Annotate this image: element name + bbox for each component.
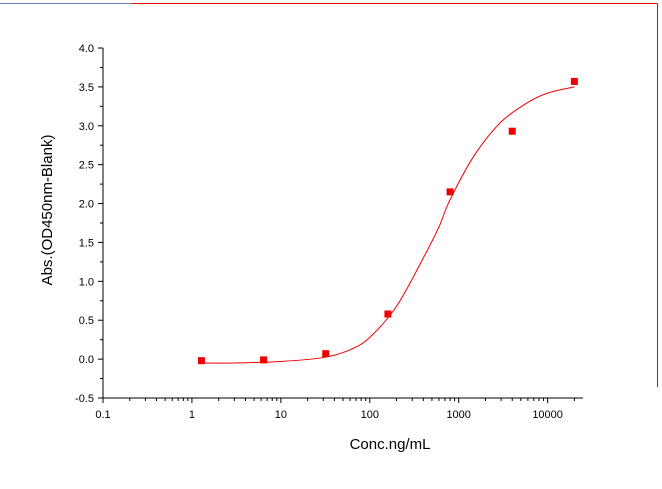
x-tick-label: 0.1 bbox=[95, 409, 110, 421]
y-tick-label: 0.0 bbox=[79, 354, 94, 366]
y-tick-label: 4.0 bbox=[79, 43, 94, 55]
y-tick-label: 0.5 bbox=[79, 315, 94, 327]
y-tick-label: -0.5 bbox=[75, 393, 94, 405]
data-point-marker bbox=[570, 77, 578, 85]
data-point-marker bbox=[446, 188, 454, 196]
x-tick-label: 100 bbox=[361, 409, 379, 421]
y-tick-label: 2.0 bbox=[79, 199, 94, 211]
fit-curve-line bbox=[201, 86, 575, 364]
x-tick-label: 1 bbox=[189, 409, 195, 421]
data-point-marker bbox=[384, 310, 392, 318]
x-tick-label: 1000 bbox=[446, 409, 470, 421]
axis-ticks bbox=[98, 47, 575, 403]
data-point-marker bbox=[322, 350, 330, 358]
y-tick-label: 3.5 bbox=[79, 82, 94, 94]
x-tick-label: 10 bbox=[275, 409, 287, 421]
data-point-marker bbox=[197, 357, 205, 365]
y-tick-label: 3.0 bbox=[79, 121, 94, 133]
y-tick-labels: -0.5 0.0 0.5 1.0 1.5 2.0 2.5 3.0 3.5 4.0 bbox=[75, 43, 94, 405]
x-tick-label: 10000 bbox=[532, 409, 563, 421]
data-point-marker bbox=[260, 356, 268, 364]
y-tick-label: 1.0 bbox=[79, 276, 94, 288]
series-layer bbox=[197, 77, 578, 365]
x-axis-title: Conc.ng/mL bbox=[350, 436, 431, 453]
y-tick-label: 1.5 bbox=[79, 237, 94, 249]
plot-frame bbox=[102, 48, 583, 399]
data-point-marker bbox=[508, 127, 516, 135]
x-tick-labels: 0.1 1 10 100 1000 10000 bbox=[95, 409, 563, 421]
y-axis-title: Abs.(OD450nm-Blank) bbox=[39, 135, 56, 286]
y-tick-label: 2.5 bbox=[79, 160, 94, 172]
